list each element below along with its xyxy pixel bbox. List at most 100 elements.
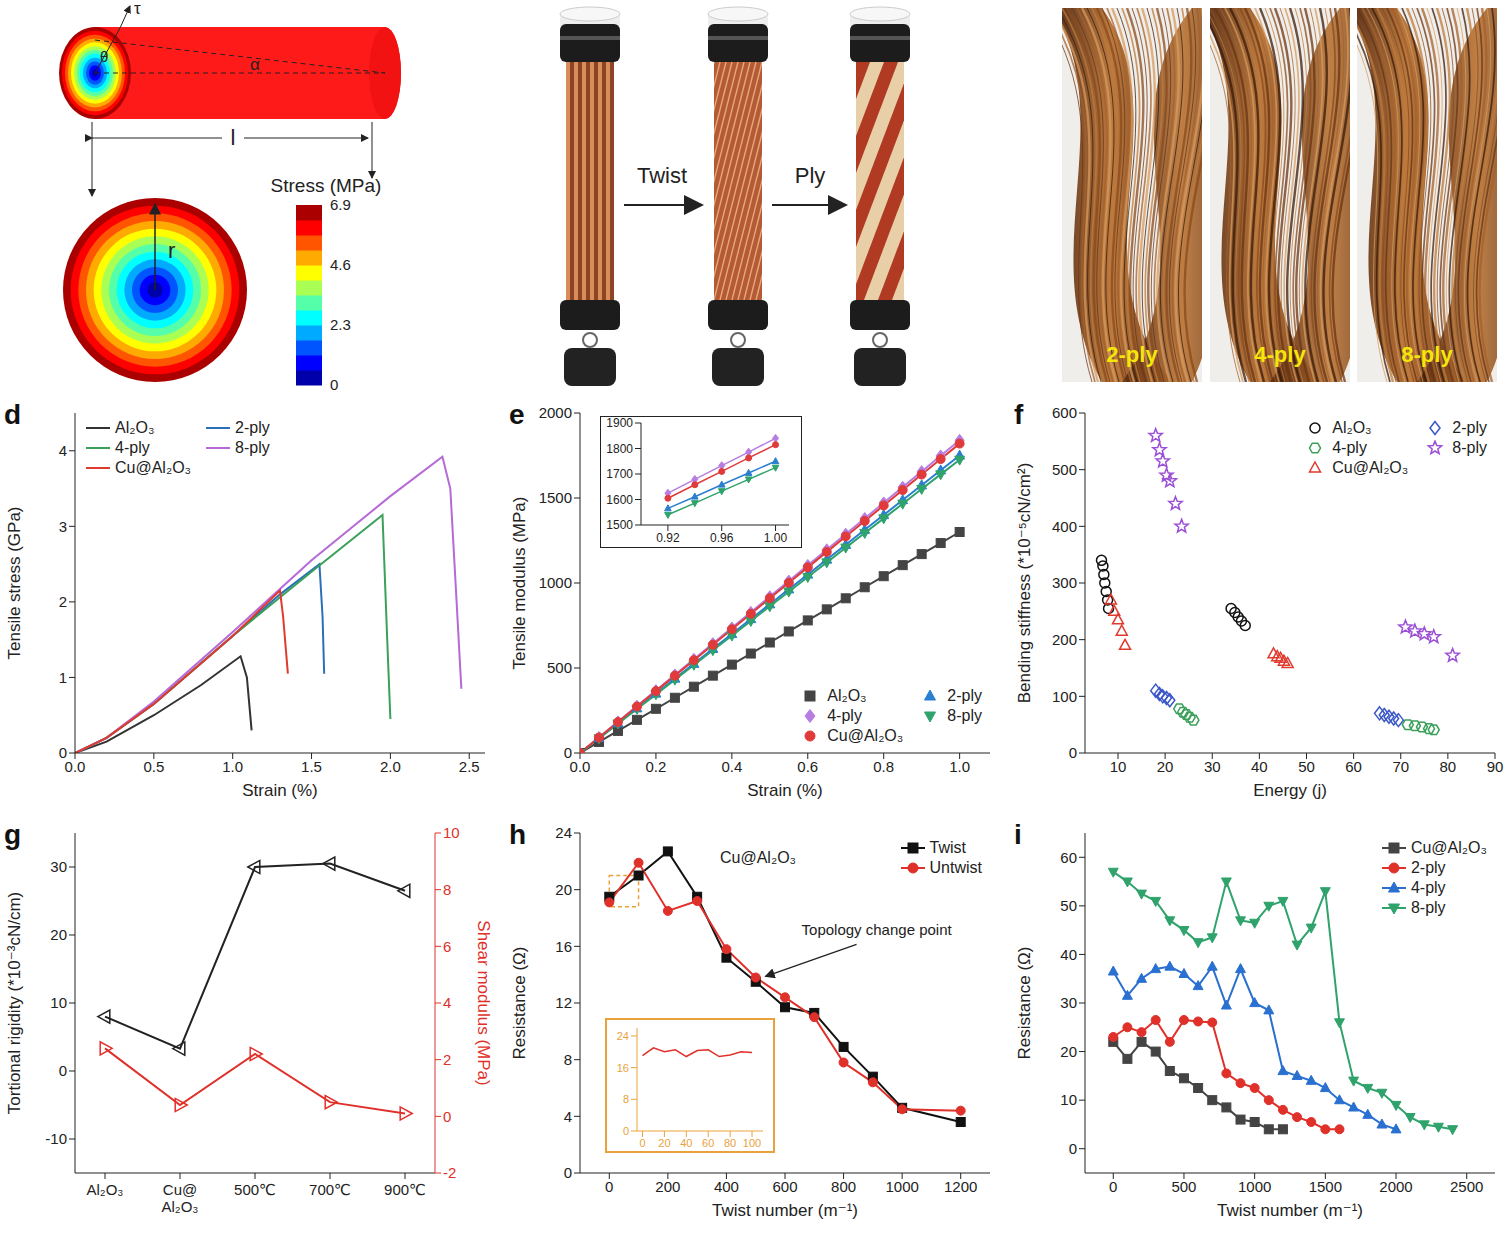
svg-text:α: α bbox=[250, 55, 260, 74]
svg-text:4: 4 bbox=[59, 442, 67, 459]
svg-text:0: 0 bbox=[564, 1164, 572, 1181]
svg-text:Twist: Twist bbox=[637, 163, 687, 188]
svg-text:Twist number (m⁻¹): Twist number (m⁻¹) bbox=[712, 1201, 858, 1220]
svg-text:4: 4 bbox=[443, 994, 451, 1011]
svg-text:0.0: 0.0 bbox=[570, 758, 591, 775]
svg-text:900℃: 900℃ bbox=[384, 1181, 426, 1198]
svg-text:400: 400 bbox=[714, 1178, 739, 1195]
svg-text:0.6: 0.6 bbox=[797, 758, 818, 775]
svg-text:Strain (%): Strain (%) bbox=[242, 781, 318, 800]
svg-text:1200: 1200 bbox=[944, 1178, 977, 1195]
svg-text:60: 60 bbox=[1345, 758, 1362, 775]
svg-text:1900: 1900 bbox=[606, 417, 633, 430]
svg-text:1000: 1000 bbox=[1238, 1178, 1271, 1195]
svg-text:Tensile modulus (MPa): Tensile modulus (MPa) bbox=[510, 497, 529, 670]
svg-text:r: r bbox=[168, 238, 175, 263]
svg-text:1.5: 1.5 bbox=[301, 758, 322, 775]
svg-text:60: 60 bbox=[702, 1137, 714, 1149]
svg-text:60: 60 bbox=[1060, 849, 1077, 866]
svg-text:Cu@Al₂O₃: Cu@Al₂O₃ bbox=[162, 1181, 199, 1215]
svg-text:80: 80 bbox=[1440, 758, 1457, 775]
svg-text:2.5: 2.5 bbox=[459, 758, 480, 775]
svg-text:40: 40 bbox=[1251, 758, 1268, 775]
svg-text:0: 0 bbox=[330, 376, 338, 392]
svg-text:2000: 2000 bbox=[539, 404, 572, 421]
svg-text:90: 90 bbox=[1487, 758, 1504, 775]
svg-text:20: 20 bbox=[50, 926, 67, 943]
svg-text:70: 70 bbox=[1392, 758, 1409, 775]
svg-text:2.0: 2.0 bbox=[380, 758, 401, 775]
svg-text:-10: -10 bbox=[45, 1130, 67, 1147]
svg-text:20: 20 bbox=[1157, 758, 1174, 775]
svg-text:30: 30 bbox=[1060, 994, 1077, 1011]
svg-text:0: 0 bbox=[605, 1178, 613, 1195]
svg-text:1500: 1500 bbox=[1309, 1178, 1342, 1195]
svg-text:200: 200 bbox=[1052, 631, 1077, 648]
svg-text:0: 0 bbox=[443, 1108, 451, 1125]
svg-text:50: 50 bbox=[1060, 897, 1077, 914]
svg-text:1.0: 1.0 bbox=[949, 758, 970, 775]
svg-text:Stress (MPa): Stress (MPa) bbox=[271, 175, 382, 196]
svg-text:800: 800 bbox=[831, 1178, 856, 1195]
svg-text:Resistance (Ω): Resistance (Ω) bbox=[510, 947, 529, 1060]
svg-text:500: 500 bbox=[1171, 1178, 1196, 1195]
svg-text:θ: θ bbox=[100, 48, 108, 65]
svg-text:500℃: 500℃ bbox=[234, 1181, 276, 1198]
svg-text:2.3: 2.3 bbox=[330, 316, 351, 333]
svg-text:Tortional rigidity (*10⁻³cN/cm: Tortional rigidity (*10⁻³cN/cm) bbox=[5, 892, 24, 1114]
svg-text:h: h bbox=[509, 819, 526, 850]
svg-text:6.9: 6.9 bbox=[330, 196, 351, 213]
svg-text:12: 12 bbox=[555, 994, 572, 1011]
svg-text:16: 16 bbox=[555, 938, 572, 955]
svg-text:Tensile stress (GPa): Tensile stress (GPa) bbox=[5, 506, 24, 659]
svg-text:24: 24 bbox=[555, 824, 572, 841]
svg-text:Topology change point: Topology change point bbox=[802, 921, 953, 938]
svg-text:0: 0 bbox=[564, 744, 572, 761]
svg-text:6: 6 bbox=[443, 938, 451, 955]
svg-text:2: 2 bbox=[59, 593, 67, 610]
svg-text:8: 8 bbox=[564, 1051, 572, 1068]
svg-text:400: 400 bbox=[1052, 518, 1077, 535]
svg-text:Twist number (m⁻¹): Twist number (m⁻¹) bbox=[1217, 1201, 1363, 1220]
svg-text:1500: 1500 bbox=[539, 489, 572, 506]
svg-text:1: 1 bbox=[59, 669, 67, 686]
svg-text:100: 100 bbox=[1052, 688, 1077, 705]
svg-text:200: 200 bbox=[655, 1178, 680, 1195]
svg-text:l: l bbox=[231, 125, 236, 150]
svg-text:1000: 1000 bbox=[885, 1178, 918, 1195]
svg-text:2: 2 bbox=[443, 1051, 451, 1068]
svg-text:0.92: 0.92 bbox=[656, 531, 680, 545]
svg-text:2000: 2000 bbox=[1379, 1178, 1412, 1195]
svg-text:0.0: 0.0 bbox=[65, 758, 86, 775]
svg-text:30: 30 bbox=[50, 858, 67, 875]
svg-text:Cu@Al₂O₃: Cu@Al₂O₃ bbox=[720, 849, 796, 866]
svg-text:500: 500 bbox=[547, 659, 572, 676]
svg-text:500: 500 bbox=[1052, 461, 1077, 478]
svg-text:50: 50 bbox=[1298, 758, 1315, 775]
svg-text:0.5: 0.5 bbox=[143, 758, 164, 775]
svg-text:1500: 1500 bbox=[606, 518, 633, 532]
svg-text:0: 0 bbox=[1069, 744, 1077, 761]
svg-text:0: 0 bbox=[1069, 1140, 1077, 1157]
svg-text:Strain (%): Strain (%) bbox=[747, 781, 823, 800]
svg-text:-2: -2 bbox=[443, 1164, 456, 1181]
svg-text:Resistance (Ω): Resistance (Ω) bbox=[1015, 947, 1034, 1060]
svg-text:2-ply: 2-ply bbox=[1106, 342, 1158, 367]
svg-text:4: 4 bbox=[564, 1108, 572, 1125]
svg-text:e: e bbox=[509, 399, 525, 430]
svg-text:1.00: 1.00 bbox=[764, 531, 788, 545]
svg-text:4-ply: 4-ply bbox=[1254, 342, 1306, 367]
svg-text:10: 10 bbox=[50, 994, 67, 1011]
svg-text:0.96: 0.96 bbox=[710, 531, 734, 545]
svg-text:8-ply: 8-ply bbox=[1401, 342, 1453, 367]
svg-text:d: d bbox=[4, 399, 21, 430]
svg-text:0: 0 bbox=[59, 744, 67, 761]
svg-text:0.2: 0.2 bbox=[645, 758, 666, 775]
svg-text:1000: 1000 bbox=[539, 574, 572, 591]
svg-text:10: 10 bbox=[443, 824, 460, 841]
svg-text:10: 10 bbox=[1110, 758, 1127, 775]
svg-text:Shear modulus (MPa): Shear modulus (MPa) bbox=[474, 920, 493, 1085]
svg-text:80: 80 bbox=[724, 1137, 736, 1149]
svg-text:1800: 1800 bbox=[606, 442, 633, 456]
svg-text:30: 30 bbox=[1204, 758, 1221, 775]
